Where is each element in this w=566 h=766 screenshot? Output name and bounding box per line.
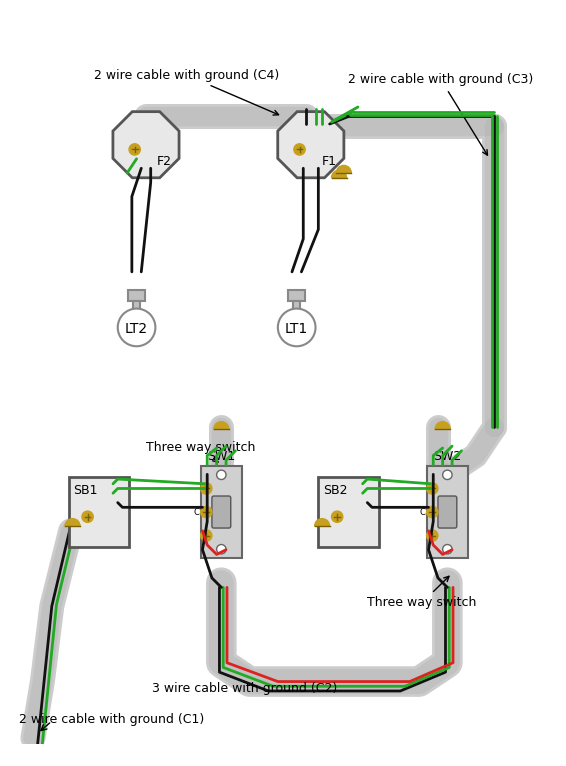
Circle shape bbox=[217, 470, 226, 480]
Text: C: C bbox=[194, 508, 200, 516]
Wedge shape bbox=[214, 421, 229, 429]
Circle shape bbox=[82, 511, 93, 522]
Text: C: C bbox=[420, 508, 426, 516]
Circle shape bbox=[278, 309, 315, 346]
Wedge shape bbox=[435, 421, 450, 429]
Text: LT2: LT2 bbox=[125, 322, 148, 336]
Circle shape bbox=[129, 144, 140, 155]
Text: SW2: SW2 bbox=[433, 450, 461, 463]
FancyBboxPatch shape bbox=[427, 466, 468, 558]
FancyBboxPatch shape bbox=[128, 290, 145, 301]
Circle shape bbox=[200, 483, 212, 494]
Circle shape bbox=[118, 309, 156, 346]
Circle shape bbox=[200, 506, 212, 518]
Text: Three way switch: Three way switch bbox=[146, 440, 255, 462]
Circle shape bbox=[294, 144, 305, 155]
FancyBboxPatch shape bbox=[293, 301, 301, 309]
Text: SB2: SB2 bbox=[323, 484, 348, 497]
Text: F2: F2 bbox=[157, 155, 171, 169]
Polygon shape bbox=[113, 112, 179, 178]
Text: F1: F1 bbox=[321, 155, 337, 169]
Wedge shape bbox=[315, 519, 329, 526]
Wedge shape bbox=[336, 165, 351, 173]
FancyBboxPatch shape bbox=[438, 496, 457, 528]
Text: SB1: SB1 bbox=[74, 484, 98, 497]
FancyBboxPatch shape bbox=[133, 301, 140, 309]
Text: 2 wire cable with ground (C4): 2 wire cable with ground (C4) bbox=[94, 69, 280, 115]
Circle shape bbox=[200, 530, 212, 542]
Text: 3 wire cable with ground (C2): 3 wire cable with ground (C2) bbox=[152, 682, 337, 695]
Circle shape bbox=[332, 511, 343, 522]
Text: 2 wire cable with ground (C1): 2 wire cable with ground (C1) bbox=[19, 712, 204, 725]
Text: 2 wire cable with ground (C3): 2 wire cable with ground (C3) bbox=[349, 74, 534, 155]
FancyBboxPatch shape bbox=[68, 477, 129, 547]
Polygon shape bbox=[278, 112, 344, 178]
Circle shape bbox=[427, 506, 438, 518]
FancyBboxPatch shape bbox=[318, 477, 379, 547]
Circle shape bbox=[217, 545, 226, 554]
Circle shape bbox=[443, 545, 452, 554]
Circle shape bbox=[443, 470, 452, 480]
Wedge shape bbox=[332, 170, 346, 178]
Text: Three way switch: Three way switch bbox=[367, 576, 477, 609]
Wedge shape bbox=[65, 519, 80, 526]
FancyBboxPatch shape bbox=[200, 466, 242, 558]
FancyBboxPatch shape bbox=[212, 496, 231, 528]
Circle shape bbox=[427, 530, 438, 542]
Text: SW1: SW1 bbox=[207, 450, 235, 463]
Circle shape bbox=[427, 483, 438, 494]
FancyBboxPatch shape bbox=[288, 290, 305, 301]
Text: LT1: LT1 bbox=[285, 322, 308, 336]
